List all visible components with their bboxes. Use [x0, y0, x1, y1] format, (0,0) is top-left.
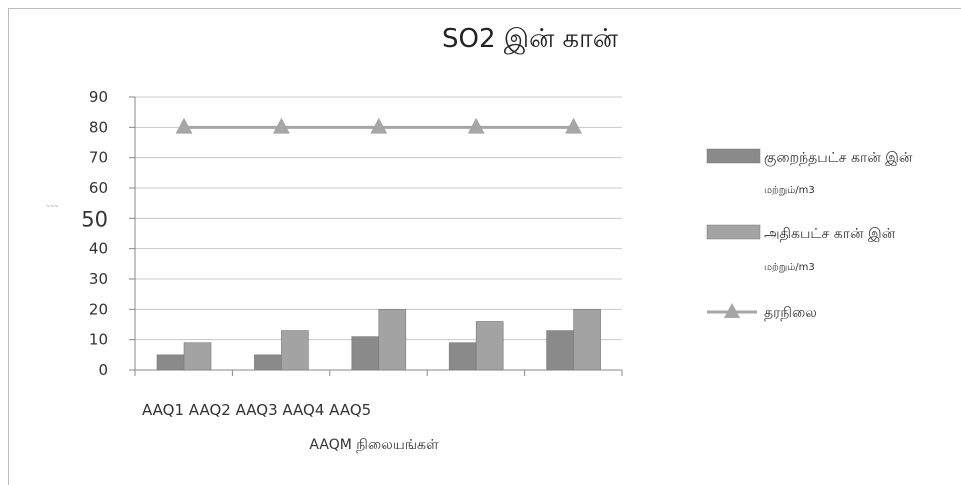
bar [281, 330, 309, 371]
y-tick-label: 10 [89, 331, 108, 349]
legend-label: அதிகபட்ச கான் இன் [764, 226, 896, 242]
x-axis-label: AAQM நிலையங்கள் [309, 437, 439, 453]
y-tick-label: 30 [89, 270, 108, 288]
chart-frame [8, 8, 961, 485]
y-tick-label: 0 [98, 361, 108, 379]
standard-line [175, 117, 583, 134]
triangle-marker [370, 117, 388, 134]
triangle-marker [467, 117, 485, 134]
bar [351, 336, 380, 371]
bar [156, 354, 185, 371]
bar [546, 330, 574, 371]
legend-label: தரநிலை [764, 305, 817, 321]
triangle-marker [175, 117, 193, 134]
bar [378, 309, 407, 371]
y-tick-label: 50 [81, 207, 108, 231]
y-axis-marker: ~~~ [46, 204, 59, 210]
legend-sublabel: மற்றும்/m3 [764, 262, 815, 273]
y-tick-label: 70 [89, 149, 108, 167]
y-tick-label: 80 [89, 118, 108, 136]
y-tick-label: 90 [89, 88, 108, 106]
bars [156, 309, 601, 371]
category-labels: AAQ1 AAQ2 AAQ3 AAQ4 AAQ5 [142, 401, 371, 419]
y-tick-label: 40 [89, 240, 108, 258]
bar [475, 321, 504, 371]
bar [448, 342, 477, 371]
legend-swatch [706, 224, 761, 240]
legend-sublabel: மற்றும்/m3 [764, 185, 815, 196]
y-tick-label: 20 [89, 300, 108, 318]
y-axis-ticks: 0 10 20 30 40 50 60 70 80 90 [81, 88, 108, 379]
legend-swatch [706, 148, 761, 164]
bar [183, 342, 212, 371]
y-tick-label: 60 [89, 179, 108, 197]
triangle-marker [272, 117, 290, 134]
bar [254, 354, 282, 371]
legend: குறைந்தபட்ச கான் இன் மற்றும்/m3 அதிகபட்ச க… [706, 148, 913, 321]
legend-triangle [724, 303, 740, 318]
triangle-marker [565, 117, 583, 134]
legend-label: குறைந்தபட்ச கான் இன் [764, 150, 913, 167]
bar [573, 309, 601, 371]
chart-title: SO2 இன் கான் [442, 24, 619, 55]
